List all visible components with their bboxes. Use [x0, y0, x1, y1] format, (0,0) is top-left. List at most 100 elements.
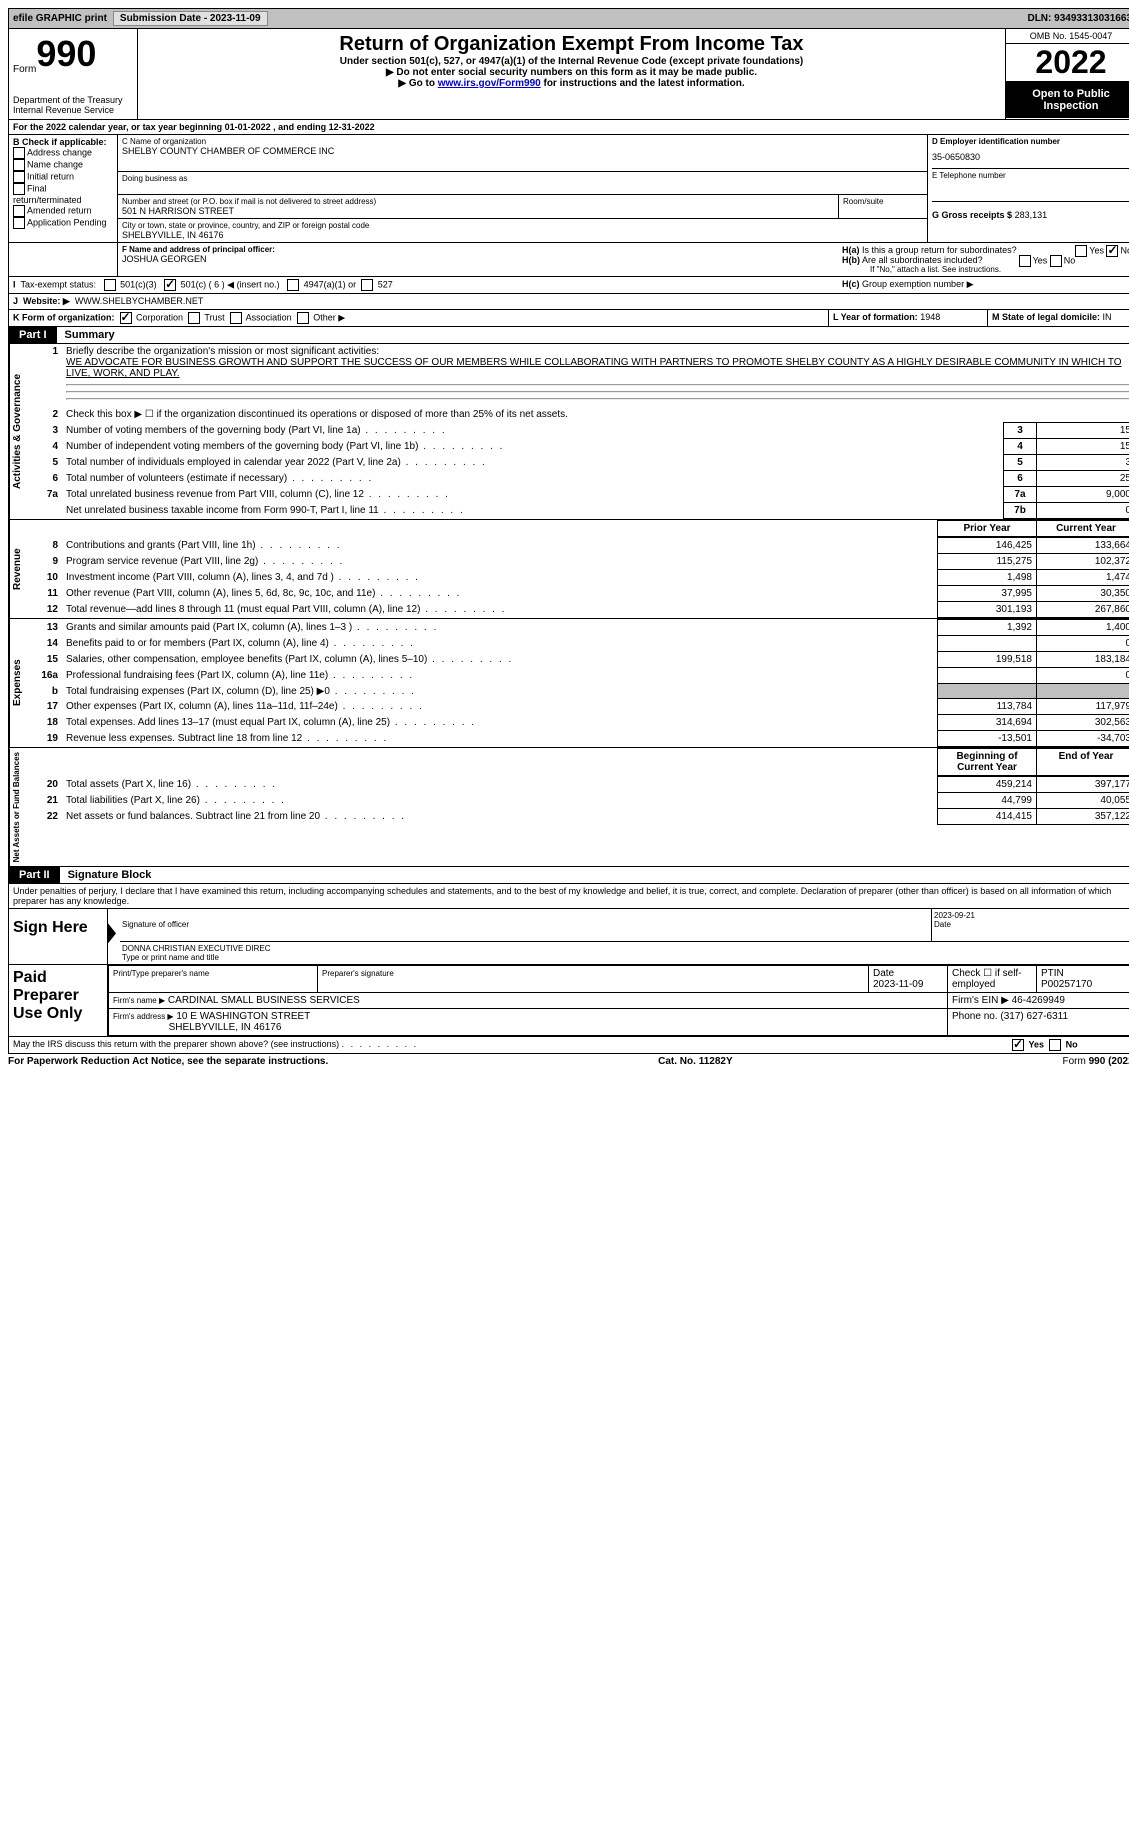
dba-label: Doing business as	[122, 174, 923, 183]
data-row: 12Total revenue—add lines 8 through 11 (…	[34, 602, 1129, 618]
data-row: 17Other expenses (Part IX, column (A), l…	[34, 699, 1129, 715]
summary-row: 5Total number of individuals employed in…	[34, 455, 1129, 471]
f-label: F Name and address of principal officer:	[122, 245, 834, 254]
street-address: 501 N HARRISON STREET	[122, 206, 834, 216]
form-subtitle-3: ▶ Go to www.irs.gov/Form990 for instruct…	[142, 78, 1001, 89]
prep-date: 2023-11-09	[873, 979, 923, 990]
data-row: 18Total expenses. Add lines 13–17 (must …	[34, 715, 1129, 731]
summary-row: 7aTotal unrelated business revenue from …	[34, 487, 1129, 503]
vlabel-rev: Revenue	[9, 520, 34, 618]
type-name-label: Type or print name and title	[122, 953, 219, 962]
part1-header: Part I Summary	[8, 327, 1129, 344]
data-row: 21Total liabilities (Part X, line 26)44,…	[34, 793, 1129, 809]
officer-name: JOSHUA GEORGEN	[122, 254, 834, 264]
firm-addr2: SHELBYVILLE, IN 46176	[169, 1022, 282, 1033]
rev-header: Revenue Prior YearCurrent Year 8Contribu…	[8, 520, 1129, 619]
officer-name-title: DONNA CHRISTIAN EXECUTIVE DIREC	[122, 944, 270, 953]
ptin-value: P00257170	[1041, 979, 1092, 990]
tax-status-row: I Tax-exempt status: 501(c)(3) 501(c) ( …	[8, 277, 1129, 294]
part2-header: Part II Signature Block	[8, 867, 1129, 884]
part1-body: Activities & Governance 1 Briefly descri…	[8, 344, 1129, 520]
dept-label: Department of the Treasury	[13, 95, 133, 105]
addr-change-check[interactable]: Address change	[13, 147, 113, 159]
self-employed-check[interactable]: Check ☐ if self-employed	[948, 966, 1037, 993]
sign-here-block: Sign Here Signature of officer 2023-09-2…	[8, 909, 1129, 965]
firm-phone: (317) 627-6311	[1000, 1011, 1068, 1022]
app-pending-check[interactable]: Application Pending	[13, 217, 113, 229]
amended-check[interactable]: Amended return	[13, 205, 113, 217]
summary-row: 3Number of voting members of the governi…	[34, 423, 1129, 439]
net-block: Net Assets or Fund Balances Beginning of…	[8, 748, 1129, 867]
initial-return-check[interactable]: Initial return	[13, 171, 113, 183]
city-state-zip: SHELBYVILLE, IN 46176	[122, 230, 923, 240]
c-name-label: C Name of organization	[122, 137, 923, 146]
boy-header: Beginning of Current Year	[938, 749, 1037, 776]
submission-date-button[interactable]: Submission Date - 2023-11-09	[113, 11, 268, 26]
tax-year-line: For the 2022 calendar year, or tax year …	[8, 120, 1129, 135]
declaration-text: Under penalties of perjury, I declare th…	[8, 884, 1129, 909]
data-row: 8Contributions and grants (Part VIII, li…	[34, 538, 1129, 554]
name-change-check[interactable]: Name change	[13, 159, 113, 171]
officer-block: F Name and address of principal officer:…	[8, 243, 1129, 277]
sign-here-label: Sign Here	[9, 909, 108, 964]
top-bar: efile GRAPHIC print Submission Date - 20…	[8, 8, 1129, 29]
website-value: WWW.SHELBYCHAMBER.NET	[75, 296, 204, 306]
dln-label: DLN: 93493313031663	[1027, 13, 1129, 24]
irs-label: Internal Revenue Service	[13, 105, 133, 115]
exp-block: Expenses 13Grants and similar amounts pa…	[8, 619, 1129, 748]
eoy-header: End of Year	[1037, 749, 1129, 776]
data-row: 15Salaries, other compensation, employee…	[34, 652, 1129, 668]
mission-text: WE ADVOCATE FOR BUSINESS GROWTH AND SUPP…	[66, 357, 1122, 379]
firm-addr1: 10 E WASHINGTON STREET	[176, 1011, 310, 1022]
final-return-check[interactable]: Final return/terminated	[13, 183, 113, 205]
website-row: J Website: ▶ WWW.SHELBYCHAMBER.NET	[8, 294, 1129, 310]
room-label: Room/suite	[843, 197, 923, 206]
summary-row: Net unrelated business taxable income fr…	[34, 503, 1129, 519]
irs-link[interactable]: www.irs.gov/Form990	[438, 78, 541, 89]
data-row: 19Revenue less expenses. Subtract line 1…	[34, 731, 1129, 747]
paid-preparer-label: Paid Preparer Use Only	[9, 965, 108, 1036]
prior-year-header: Prior Year	[938, 521, 1037, 537]
prep-sig-label: Preparer's signature	[322, 969, 394, 978]
h-note: If "No," attach a list. See instructions…	[842, 265, 1129, 274]
form-number: Form990	[13, 33, 133, 75]
form-subtitle-1: Under section 501(c), 527, or 4947(a)(1)…	[142, 56, 1001, 67]
sig-officer-label: Signature of officer	[122, 920, 189, 929]
line2-text: Check this box ▶ ☐ if the organization d…	[62, 407, 1129, 422]
paid-preparer-block: Paid Preparer Use Only Print/Type prepar…	[8, 965, 1129, 1037]
vlabel-net: Net Assets or Fund Balances	[9, 748, 34, 866]
org-name: SHELBY COUNTY CHAMBER OF COMMERCE INC	[122, 146, 923, 156]
omb-number: OMB No. 1545-0047	[1006, 29, 1129, 44]
discuss-row: May the IRS discuss this return with the…	[8, 1037, 1129, 1054]
efile-label: efile GRAPHIC print	[13, 13, 107, 24]
cat-no: Cat. No. 11282Y	[658, 1056, 732, 1067]
form-title: Return of Organization Exempt From Incom…	[142, 33, 1001, 56]
klm-row: K Form of organization: Corporation Trus…	[8, 310, 1129, 327]
d-label: D Employer identification number	[932, 137, 1129, 146]
current-year-header: Current Year	[1037, 521, 1129, 537]
line1-label: Briefly describe the organization's miss…	[66, 346, 379, 357]
data-row: 13Grants and similar amounts paid (Part …	[34, 620, 1129, 636]
tax-year: 2022	[1006, 44, 1129, 82]
data-row: bTotal fundraising expenses (Part IX, co…	[34, 684, 1129, 699]
city-label: City or town, state or province, country…	[122, 221, 923, 230]
ein-value: 35-0650830	[932, 146, 1129, 168]
public-inspection-label: Open to Public Inspection	[1006, 82, 1129, 118]
e-label: E Telephone number	[932, 168, 1129, 201]
data-row: 22Net assets or fund balances. Subtract …	[34, 809, 1129, 825]
data-row: 10Investment income (Part VIII, column (…	[34, 570, 1129, 586]
h-c: H(c) Group exemption number ▶	[838, 277, 1129, 293]
vlabel-exp: Expenses	[9, 619, 34, 747]
firm-ein: 46-4269949	[1012, 995, 1065, 1006]
data-row: 20Total assets (Part X, line 16)459,2143…	[34, 777, 1129, 793]
gross-receipts: G Gross receipts $ 283,131	[932, 201, 1129, 220]
tax-year-text: For the 2022 calendar year, or tax year …	[9, 120, 1129, 134]
sign-arrow-icon	[108, 923, 116, 943]
vlabel-gov: Activities & Governance	[9, 344, 34, 519]
sig-date-val: 2023-09-21	[934, 911, 975, 920]
data-row: 16aProfessional fundraising fees (Part I…	[34, 668, 1129, 684]
form-footer: Form 990 (2022)	[1063, 1056, 1129, 1067]
form-header: Form990 Department of the Treasury Inter…	[8, 29, 1129, 120]
data-row: 14Benefits paid to or for members (Part …	[34, 636, 1129, 652]
data-row: 11Other revenue (Part VIII, column (A), …	[34, 586, 1129, 602]
